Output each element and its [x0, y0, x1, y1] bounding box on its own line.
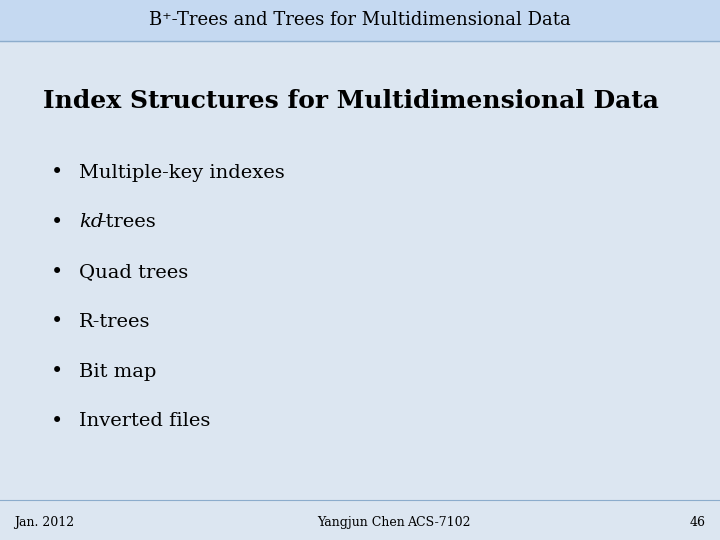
Text: Bit map: Bit map — [79, 362, 156, 381]
Text: 46: 46 — [690, 516, 706, 529]
Text: •: • — [50, 163, 63, 183]
Text: Jan. 2012: Jan. 2012 — [14, 516, 75, 529]
Text: kd: kd — [79, 213, 104, 232]
Text: •: • — [50, 262, 63, 282]
Text: •: • — [50, 411, 63, 431]
Text: •: • — [50, 362, 63, 381]
Text: Index Structures for Multidimensional Data: Index Structures for Multidimensional Da… — [43, 89, 659, 113]
Text: Multiple-key indexes: Multiple-key indexes — [79, 164, 285, 182]
Text: -trees: -trees — [99, 213, 156, 232]
Bar — [0, 0, 720, 40]
Text: Yangjun Chen: Yangjun Chen — [317, 516, 405, 529]
Text: Quad trees: Quad trees — [79, 263, 189, 281]
Text: ACS-7102: ACS-7102 — [407, 516, 470, 529]
Text: B⁺-Trees and Trees for Multidimensional Data: B⁺-Trees and Trees for Multidimensional … — [149, 11, 571, 29]
Text: R-trees: R-trees — [79, 313, 150, 331]
Text: •: • — [50, 312, 63, 332]
Text: •: • — [50, 213, 63, 232]
Text: Inverted files: Inverted files — [79, 412, 210, 430]
